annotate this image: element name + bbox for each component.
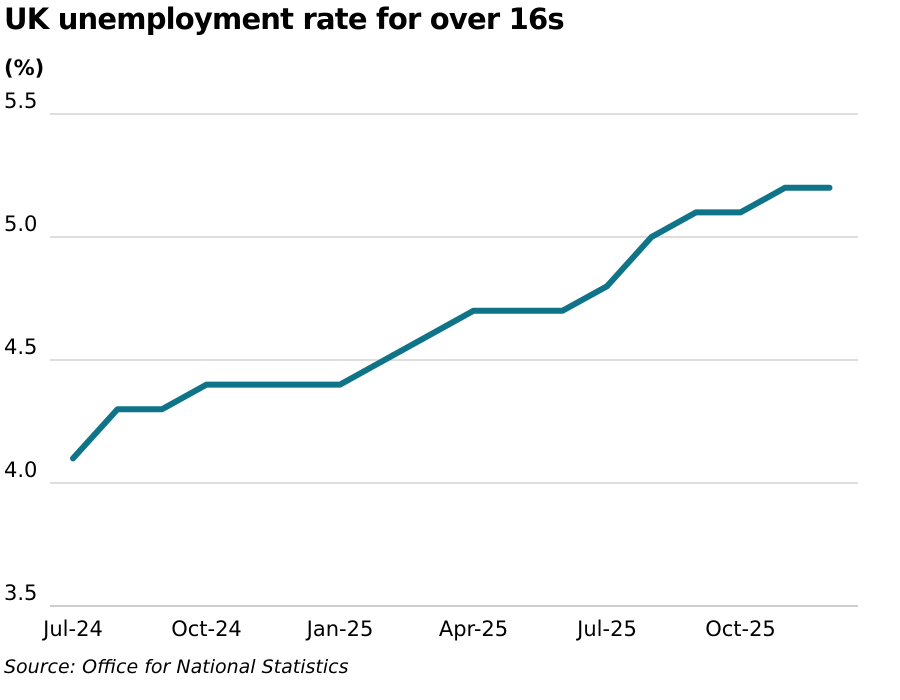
series-line	[70, 184, 833, 462]
x-tick-label: Jul-25	[575, 617, 637, 641]
x-tick-label: Jul-24	[41, 617, 103, 641]
x-tick-label: Oct-24	[171, 617, 242, 641]
chart-title: UK unemployment rate for over 16s	[4, 2, 565, 36]
x-axis-tick-labels: Jul-24 Oct-24 Jan-25 Apr-25 Jul-25 Oct-25	[41, 617, 776, 641]
y-tick-label: 3.5	[4, 581, 37, 605]
gridlines	[50, 113, 858, 484]
y-tick-label: 5.5	[4, 89, 37, 113]
y-axis-unit-label: (%)	[4, 56, 45, 80]
x-tick-label: Apr-25	[439, 617, 508, 641]
y-axis-tick-labels: 3.5 4.0 4.5 5.0 5.5	[4, 89, 37, 605]
source-note: Source: Office for National Statistics	[4, 656, 349, 678]
y-tick-label: 5.0	[4, 212, 37, 236]
series-layer	[70, 184, 833, 462]
x-tick-label: Jan-25	[305, 617, 374, 641]
y-tick-label: 4.0	[4, 458, 37, 482]
x-tick-label: Oct-25	[705, 617, 776, 641]
y-tick-label: 4.5	[4, 335, 37, 359]
